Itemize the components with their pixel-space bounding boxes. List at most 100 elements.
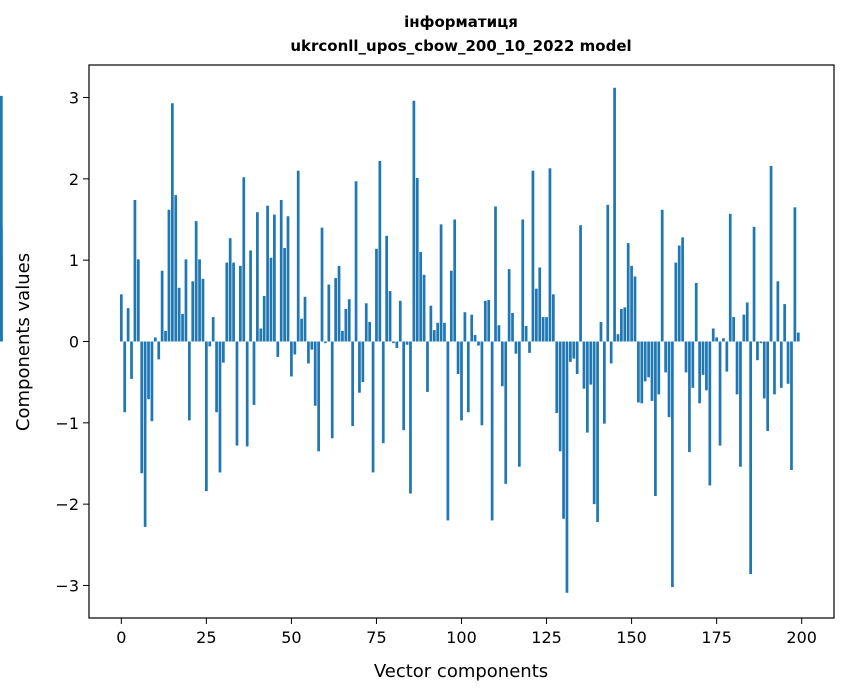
bar-120 [528, 341, 531, 353]
bar-13 [164, 330, 167, 342]
bar-200 [0, 95, 3, 342]
bar-92 [432, 330, 436, 342]
y-tick-label-0: 0 [69, 333, 79, 352]
x-tick-label-100: 100 [446, 628, 477, 647]
bar-186 [752, 226, 756, 342]
bar-109 [490, 341, 494, 521]
y-tick-label-3: 3 [69, 89, 79, 108]
bar-81 [395, 341, 399, 349]
bar-180 [732, 317, 736, 342]
bar-122 [534, 288, 538, 342]
bar-105 [477, 341, 480, 346]
bar-7 [143, 341, 147, 527]
bar-101 [463, 312, 467, 342]
bar-68 [351, 341, 355, 427]
bar-16 [174, 195, 178, 342]
bar-27 [211, 317, 215, 342]
bar-152 [637, 341, 640, 403]
bar-62 [330, 341, 334, 439]
bar-155 [647, 341, 650, 378]
bar-82 [398, 300, 402, 342]
bar-98 [453, 219, 457, 342]
bar-136 [582, 341, 586, 389]
bar-171 [701, 341, 705, 375]
bar-162 [671, 341, 674, 588]
bar-18 [181, 313, 184, 342]
bar-6 [140, 341, 144, 474]
bar-61 [327, 284, 331, 342]
bar-95 [443, 322, 446, 342]
bar-113 [504, 341, 508, 484]
bar-159 [660, 209, 664, 342]
bar-14 [167, 209, 171, 342]
bar-153 [640, 341, 644, 404]
bar-51 [293, 341, 297, 355]
bar-174 [711, 328, 715, 342]
bar-63 [334, 278, 337, 342]
bar-125 [545, 317, 548, 342]
bar-156 [650, 341, 654, 401]
bar-133 [572, 341, 576, 359]
bar-46 [276, 341, 280, 357]
y-tick-label--3: −3 [55, 576, 79, 595]
bar-1 [123, 341, 127, 413]
bar-139 [592, 341, 596, 505]
bar-182 [739, 341, 742, 467]
bar-173 [708, 341, 712, 486]
bar-2 [126, 308, 130, 342]
y-tick-label--1: −1 [55, 414, 79, 433]
bar-78 [385, 235, 389, 342]
bar-54 [303, 296, 307, 342]
bar-88 [419, 252, 423, 342]
bar-157 [654, 341, 657, 497]
bar-103 [470, 314, 474, 342]
bar-143 [606, 204, 610, 342]
x-tick-label-25: 25 [196, 628, 216, 647]
bar-39 [252, 341, 256, 405]
bar-179 [728, 213, 732, 342]
bar-41 [259, 328, 263, 342]
bar-36 [242, 177, 246, 342]
bar-181 [735, 341, 739, 395]
bar-151 [633, 276, 637, 342]
x-tick-label-50: 50 [281, 628, 301, 647]
bar-87 [415, 178, 419, 342]
bar-52 [296, 170, 300, 342]
bar-195 [783, 304, 787, 342]
bar-135 [579, 225, 582, 342]
bar-146 [616, 334, 620, 342]
bar-158 [657, 341, 661, 395]
bar-184 [745, 302, 749, 342]
bar-31 [225, 262, 229, 342]
bar-17 [177, 287, 181, 342]
bar-114 [507, 269, 511, 342]
bar-167 [688, 341, 691, 453]
bar-43 [266, 205, 269, 342]
bar-90 [426, 341, 429, 392]
bar-149 [626, 243, 630, 342]
bar-107 [483, 300, 487, 342]
bar-35 [239, 265, 242, 342]
bar-141 [599, 321, 603, 342]
bar-170 [698, 341, 701, 404]
bar-127 [551, 294, 555, 342]
bar-189 [762, 341, 766, 399]
bar-160 [664, 341, 667, 373]
bar-10 [153, 337, 157, 342]
bar-53 [300, 318, 303, 342]
bar-85 [409, 341, 412, 494]
bar-50 [290, 341, 293, 377]
bar-45 [273, 214, 276, 342]
bar-197 [790, 341, 793, 470]
bar-30 [222, 341, 225, 363]
bar-48 [283, 247, 286, 342]
bar-74 [371, 341, 375, 473]
bar-57 [313, 341, 317, 406]
bar-185 [749, 341, 753, 575]
bar-3 [130, 341, 133, 379]
bar-80 [392, 341, 395, 344]
bar-137 [586, 341, 589, 433]
bar-117 [517, 341, 521, 467]
x-tick-label-75: 75 [366, 628, 386, 647]
bar-178 [725, 341, 729, 372]
